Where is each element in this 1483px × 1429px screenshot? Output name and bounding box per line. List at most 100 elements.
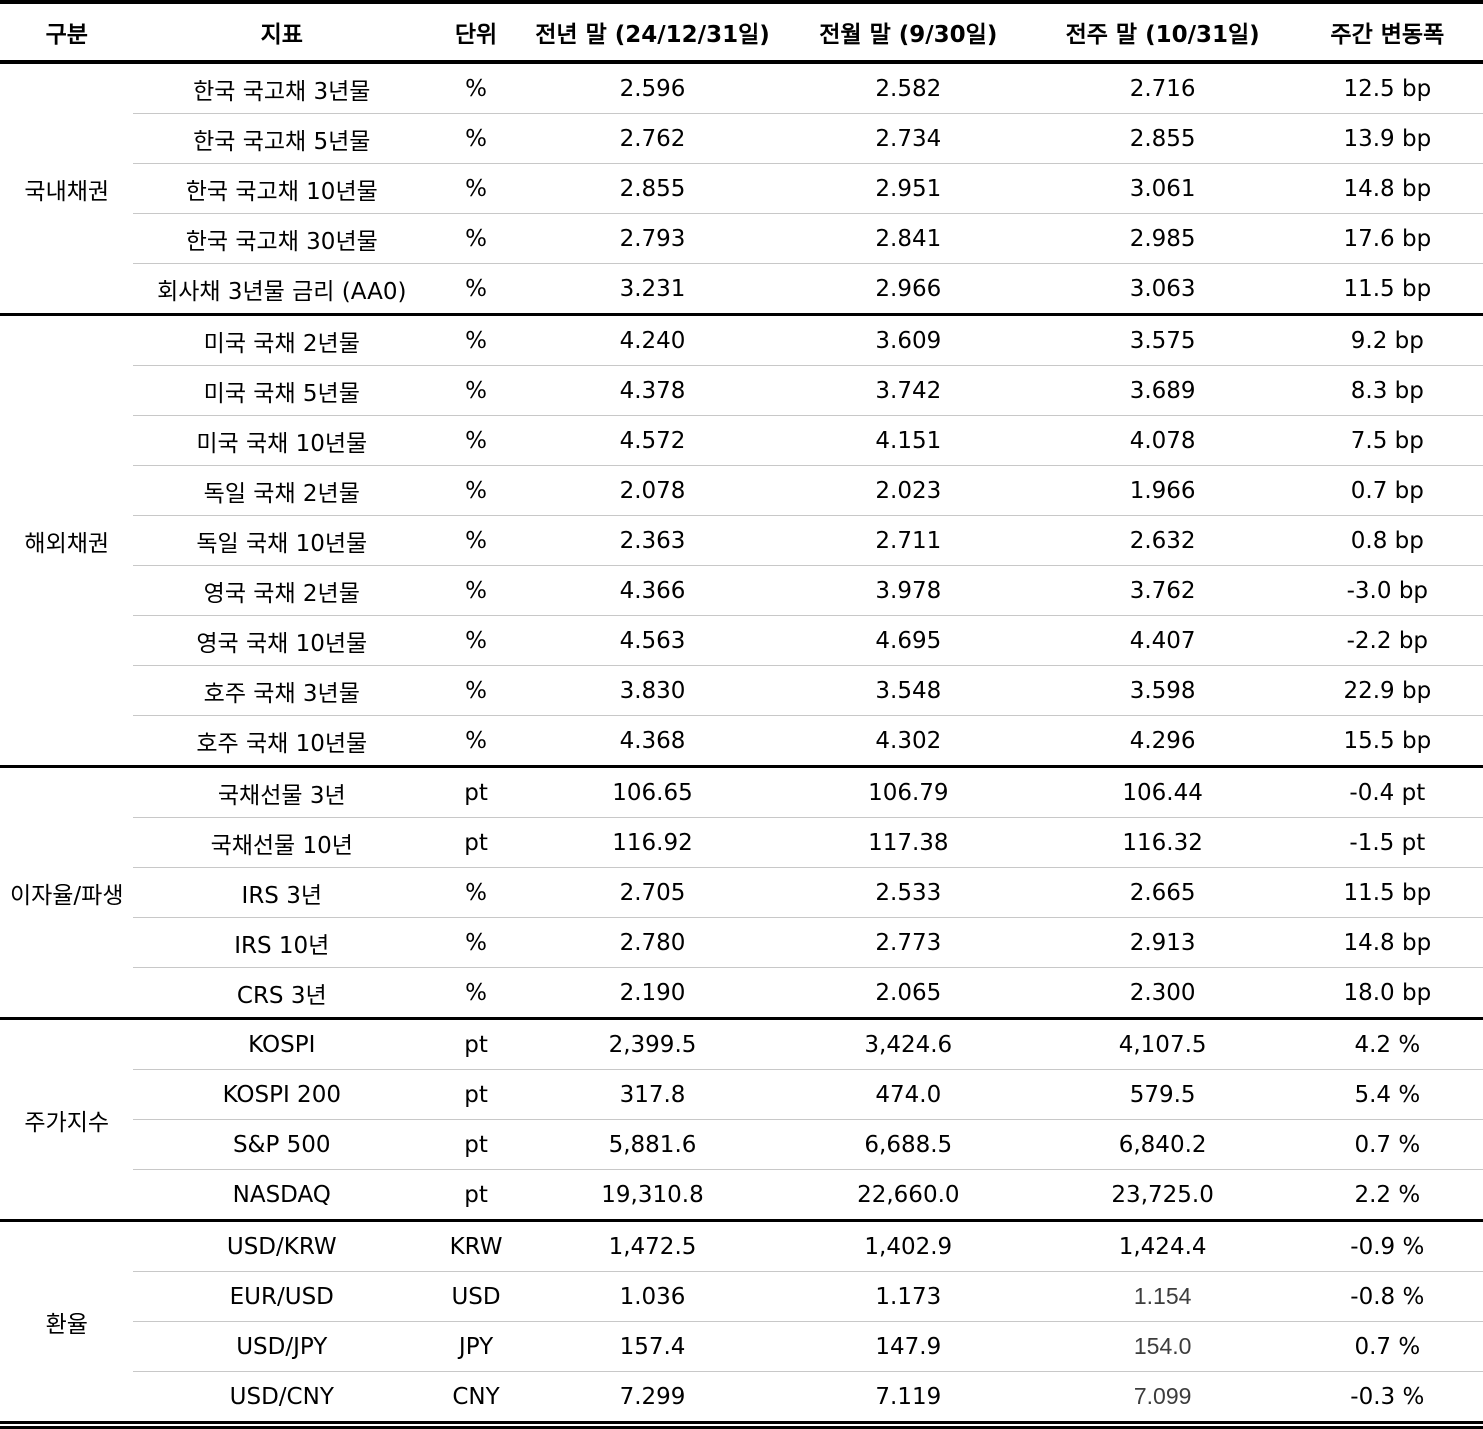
indicator-cell: IRS 3년 [133,867,431,918]
table-row: 호주 국채 10년물% 4.368 4.302 4.296 15.5 bp [0,715,1483,767]
table-row: 이자율/파생 국채선물 3년 pt 106.65 106.79 106.44 -0.4 pt [0,765,1483,1019]
prev-year-value-cell: 106.65 [522,765,783,818]
unit-cell: % [430,967,522,1019]
unit-cell: % [430,263,522,315]
indicator-cell: KOSPI 200 [133,1069,431,1120]
column-header: 주간 변동폭 [1291,2,1483,64]
prev-month-value-cell: 6,688.5 [783,1119,1034,1170]
indicator-cell: 회사채 3년물 금리 (AA0) [133,263,431,315]
indicator-cell: 한국 국고채 30년물 [133,213,431,264]
indicator-cell: 영국 국채 2년물 [133,565,431,616]
weekly-change-cell: 11.5 bp [1291,867,1483,918]
column-header: 전월 말 (9/30일) [783,2,1034,64]
indicator-cell: 한국 국고채 5년물 [133,113,431,164]
prev-week-value-cell: 154.0 [1033,1321,1292,1372]
unit-cell: USD [430,1271,522,1322]
category-cell: 이자율/파생 [0,765,134,1019]
prev-month-value-cell: 2.734 [783,113,1034,164]
weekly-change-cell: 2.2 % [1291,1169,1483,1221]
prev-month-value-cell: 3.548 [783,665,1034,716]
prev-week-value-cell: 2.855 [1033,113,1292,164]
prev-week-value-cell: 2.665 [1033,867,1292,918]
category-cell: 국내채권 [0,60,134,315]
prev-week-value-cell: 3.762 [1033,565,1292,616]
prev-week-value-cell: 3.575 [1033,313,1292,366]
unit-cell: % [430,60,522,114]
unit-cell: CNY [430,1371,522,1425]
table-row: 영국 국채 10년물% 4.563 4.695 4.407 -2.2 bp [0,615,1483,666]
prev-year-value-cell: 7.299 [522,1371,783,1425]
unit-cell: pt [430,1017,522,1070]
weekly-change-cell: 14.8 bp [1291,163,1483,214]
prev-year-value-cell: 4.240 [522,313,783,366]
indicator-cell: 호주 국채 10년물 [133,715,431,767]
weekly-change-cell: -1.5 pt [1291,817,1483,868]
indicator-cell: IRS 10년 [133,917,431,968]
column-header: 지표 [133,2,431,64]
indicator-cell: KOSPI [133,1017,431,1070]
weekly-change-cell: 22.9 bp [1291,665,1483,716]
prev-week-value-cell: 3.689 [1033,365,1292,416]
prev-month-value-cell: 3.742 [783,365,1034,416]
weekly-change-cell: 18.0 bp [1291,967,1483,1019]
unit-cell: % [430,163,522,214]
indicator-cell: 한국 국고채 10년물 [133,163,431,214]
table-row: EUR/USD USD 1.036 1.173 1.154 -0.8 % [0,1271,1483,1322]
table-row: 한국 국고채 10년물% 2.855 2.951 3.061 14.8 bp [0,163,1483,214]
prev-year-value-cell: 4.378 [522,365,783,416]
prev-month-value-cell: 2.966 [783,263,1034,315]
prev-week-value-cell: 4,107.5 [1033,1017,1292,1070]
indicator-cell: 국채선물 10년 [133,817,431,868]
table-row: 한국 국고채 5년물% 2.762 2.734 2.855 13.9 bp [0,113,1483,164]
table-row: CRS 3년% 2.190 2.065 2.300 18.0 bp [0,967,1483,1019]
table-row: 독일 국채 10년물% 2.363 2.711 2.632 0.8 bp [0,515,1483,566]
unit-cell: % [430,715,522,767]
prev-month-value-cell: 117.38 [783,817,1034,868]
unit-cell: % [430,113,522,164]
weekly-change-cell: 9.2 bp [1291,313,1483,366]
table-row: IRS 10년% 2.780 2.773 2.913 14.8 bp [0,917,1483,968]
prev-year-value-cell: 2.793 [522,213,783,264]
weekly-change-cell: 13.9 bp [1291,113,1483,164]
table-row: NASDAQ pt 19,310.8 22,660.0 23,725.0 2.2 % [0,1169,1483,1221]
prev-month-value-cell: 4.151 [783,415,1034,466]
weekly-change-cell: -2.2 bp [1291,615,1483,666]
prev-year-value-cell: 2.762 [522,113,783,164]
prev-week-value-cell: 2.300 [1033,967,1292,1019]
prev-week-value-cell: 3.061 [1033,163,1292,214]
prev-year-value-cell: 2.190 [522,967,783,1019]
prev-month-value-cell: 2.711 [783,515,1034,566]
prev-year-value-cell: 19,310.8 [522,1169,783,1221]
prev-month-value-cell: 2.065 [783,967,1034,1019]
prev-year-value-cell: 2.363 [522,515,783,566]
indicator-cell: NASDAQ [133,1169,431,1221]
prev-month-value-cell: 3.978 [783,565,1034,616]
prev-week-value-cell: 2.716 [1033,60,1292,114]
unit-cell: pt [430,1169,522,1221]
prev-week-value-cell: 579.5 [1033,1069,1292,1120]
prev-year-value-cell: 2.596 [522,60,783,114]
table-row: 주가지수 KOSPI pt 2,399.5 3,424.6 4,107.5 4.2 % [0,1017,1483,1221]
weekly-change-cell: 8.3 bp [1291,365,1483,416]
indicator-cell: S&P 500 [133,1119,431,1170]
indicator-cell: 미국 국채 10년물 [133,415,431,466]
column-header: 단위 [430,2,522,64]
prev-week-value-cell: 1.966 [1033,465,1292,516]
prev-month-value-cell: 3.609 [783,313,1034,366]
prev-year-value-cell: 4.563 [522,615,783,666]
table-row: 환율 USD/KRW KRW 1,472.5 1,402.9 1,424.4 -0.9 % [0,1219,1483,1425]
unit-cell: KRW [430,1219,522,1272]
prev-month-value-cell: 106.79 [783,765,1034,818]
prev-year-value-cell: 4.366 [522,565,783,616]
table-row: 독일 국채 2년물% 2.078 2.023 1.966 0.7 bp [0,465,1483,516]
table-row: 호주 국채 3년물% 3.830 3.548 3.598 22.9 bp [0,665,1483,716]
table-row: USD/CNY CNY 7.299 7.119 7.099 -0.3 % [0,1371,1483,1425]
prev-week-value-cell: 1,424.4 [1033,1219,1292,1272]
unit-cell: % [430,917,522,968]
prev-month-value-cell: 22,660.0 [783,1169,1034,1221]
weekly-change-cell: -0.3 % [1291,1371,1483,1425]
prev-month-value-cell: 2.951 [783,163,1034,214]
table-row: 미국 국채 10년물% 4.572 4.151 4.078 7.5 bp [0,415,1483,466]
